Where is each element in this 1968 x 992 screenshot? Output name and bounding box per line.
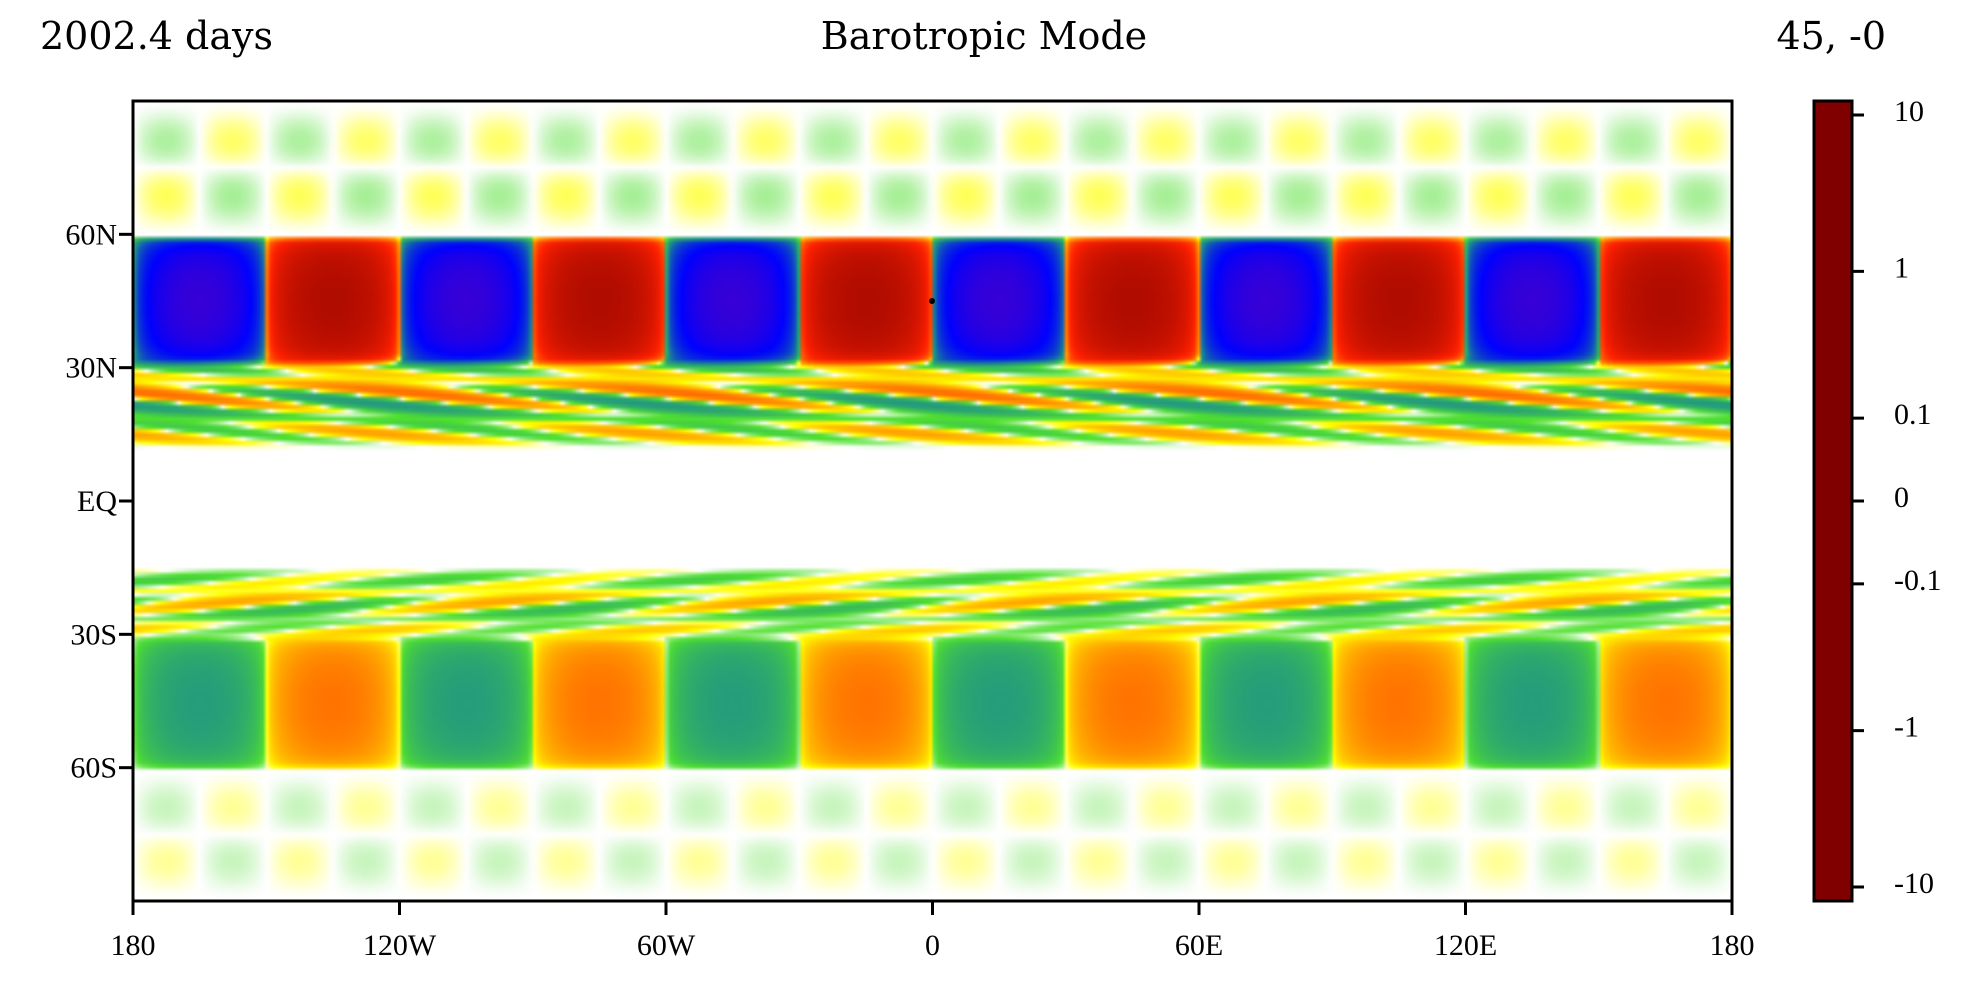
y-tick-label: EQ	[77, 485, 117, 518]
x-tick-label: 120W	[363, 929, 437, 962]
chart-title: Barotropic Mode	[820, 14, 1148, 58]
time-label: 2002.4 days	[40, 14, 273, 58]
x-tick-label: 60E	[1175, 929, 1223, 962]
heatmap-image	[133, 101, 1732, 901]
y-tick-label: 30S	[70, 618, 117, 651]
colorbar-tick-label: -10	[1894, 867, 1934, 900]
colorbar: 10 1 0.1 0 -0.1 -1 -10	[1812, 95, 1942, 903]
x-tick-label: 60W	[637, 929, 696, 962]
x-tick-label: 180	[1710, 929, 1755, 962]
x-tick-label: 120E	[1434, 929, 1497, 962]
colorbar-tick-label: 1	[1894, 251, 1909, 284]
heatmap-field	[133, 101, 1732, 901]
colorbar-tick-label: -1	[1894, 711, 1919, 744]
y-tick-label: 60N	[65, 218, 117, 251]
point-label: 45, -0	[1776, 14, 1886, 58]
y-tick-label: 30N	[65, 352, 117, 385]
colorbar-tick-label: 0.1	[1894, 398, 1932, 431]
x-tick-label: 180	[111, 929, 156, 962]
colorbar-tick-label: 10	[1894, 95, 1924, 128]
y-axis: 60N 30N EQ 30S 60S	[65, 218, 133, 785]
x-axis: 180 120W 60W 0 60E 120E 180	[111, 901, 1755, 962]
x-tick-label: 0	[925, 929, 940, 962]
colorbar-tick-label: -0.1	[1894, 564, 1942, 597]
colorbar-tick-label: 0	[1894, 481, 1909, 514]
y-tick-label: 60S	[70, 752, 117, 785]
selected-point-marker	[929, 298, 935, 304]
colorbar-ticks: 10 1 0.1 0 -0.1 -1 -10	[1852, 95, 1942, 900]
colorbar-gradient	[1812, 99, 1854, 903]
